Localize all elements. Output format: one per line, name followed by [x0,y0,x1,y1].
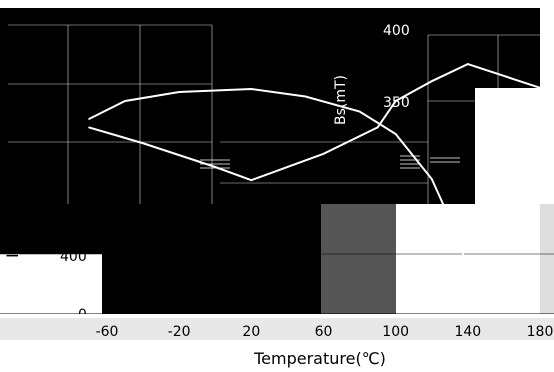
series-point [88,126,90,129]
right-y-axis-title: Bs(mT) [333,75,349,125]
series-point [178,91,180,93]
bottom-panel-right-light [540,204,554,314]
series-point [458,238,460,240]
series-point [430,178,433,180]
series-layer [88,62,541,306]
top-left-grid [8,24,213,204]
x-tick-label: 100 [382,324,409,340]
series-point [250,179,253,181]
series-point [539,87,541,89]
x-tick-label: 180 [527,324,554,340]
series-line-bs [88,62,541,182]
right-y-tick-label: 350 [383,95,410,111]
series-point [304,95,307,98]
series-point [358,110,361,113]
x-tick-label: -20 [168,324,191,340]
right-y-tick-label: 400 [383,23,410,39]
series-point [394,133,397,135]
bottom-panel: 400 0 Initial [0,204,554,323]
left-y-axis-title: Initial [3,214,22,258]
series-point [214,166,217,168]
top-panel: 400 350 Bs(mT) [0,8,554,204]
left-y-tick-label: 400 [60,249,87,265]
top-right-grid [220,34,554,204]
x-tick-band [0,318,554,340]
bottom-panel-gray-block [321,204,396,314]
caption-text: ... [60,0,71,12]
x-tick-label: 20 [242,324,260,340]
series-point [142,142,144,145]
series-point [467,63,469,65]
top-panel-bg [0,8,554,204]
x-tick-label: 60 [315,324,333,340]
x-tick-labels: -60 -20 20 60 100 140 180 [96,324,554,340]
x-tick-label: -60 [96,324,119,340]
top-panel-right-edge [540,8,554,204]
series-point [322,153,325,155]
x-tick-label: 140 [454,324,481,340]
top-panel-white-block [475,88,540,204]
series-line-initial [88,87,478,306]
bottom-panel-left-dark [0,204,102,254]
hatch-marks [200,155,460,169]
bottom-panel-dark-block [102,204,321,314]
series-point [394,100,397,102]
series-point [124,100,126,102]
series-point [376,126,379,129]
x-axis-title: Temperature(℃) [253,349,386,368]
series-point [430,80,433,82]
caption-strip [0,0,554,8]
series-point [88,118,90,120]
series-point [250,88,253,90]
series-point [476,304,478,306]
